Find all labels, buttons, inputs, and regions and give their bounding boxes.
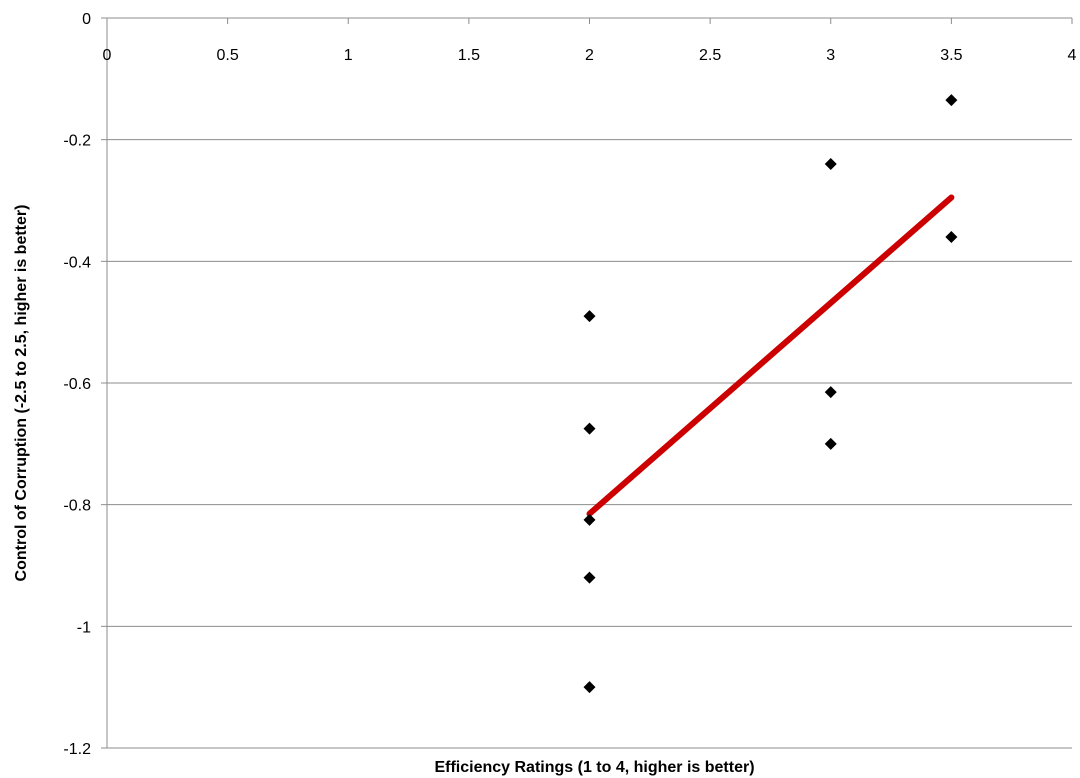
y-axis-title: Control of Corruption (-2.5 to 2.5, high… xyxy=(13,205,30,582)
y-tick-label: -0.8 xyxy=(63,498,91,515)
data-point xyxy=(945,231,958,243)
trendline xyxy=(586,194,955,517)
x-tick-labels: 0 0.5 1 1.5 2 2.5 3 3.5 4 xyxy=(103,47,1077,64)
x-tick-label: 0 xyxy=(103,47,112,64)
data-point xyxy=(583,422,596,435)
data-point xyxy=(945,94,958,107)
x-tick-label: 0.5 xyxy=(217,47,239,64)
x-axis-title: Efficiency Ratings (1 to 4, higher is be… xyxy=(434,759,754,776)
y-tick-label: -1.2 xyxy=(63,741,91,758)
x-tick-label: 1.5 xyxy=(458,47,480,64)
x-tick-label: 1 xyxy=(344,47,353,64)
x-tick-label: 3.5 xyxy=(940,47,962,64)
gridlines xyxy=(107,17,1072,749)
y-tick-label: 0 xyxy=(82,11,91,28)
x-tick-label: 2.5 xyxy=(699,47,721,64)
data-point xyxy=(583,310,596,323)
trendline-group xyxy=(586,194,955,517)
y-tick-label: -0.2 xyxy=(63,133,91,150)
y-tick-label: -1 xyxy=(77,619,91,636)
data-points xyxy=(583,94,958,694)
x-tick-label: 3 xyxy=(826,47,835,64)
y-tick-labels: 0 -0.2 -0.4 -0.6 -0.8 -1 -1.2 xyxy=(63,11,91,758)
x-tick-label: 2 xyxy=(585,47,594,64)
data-point xyxy=(583,513,596,526)
y-tick-label: -0.6 xyxy=(63,376,91,393)
data-point xyxy=(583,571,596,584)
data-point xyxy=(824,386,837,399)
x-tick-label: 4 xyxy=(1068,47,1077,64)
data-point xyxy=(824,158,837,170)
y-tick-label: -0.4 xyxy=(63,254,91,271)
data-point xyxy=(583,681,596,694)
axes xyxy=(101,17,1073,749)
data-point xyxy=(824,437,837,450)
